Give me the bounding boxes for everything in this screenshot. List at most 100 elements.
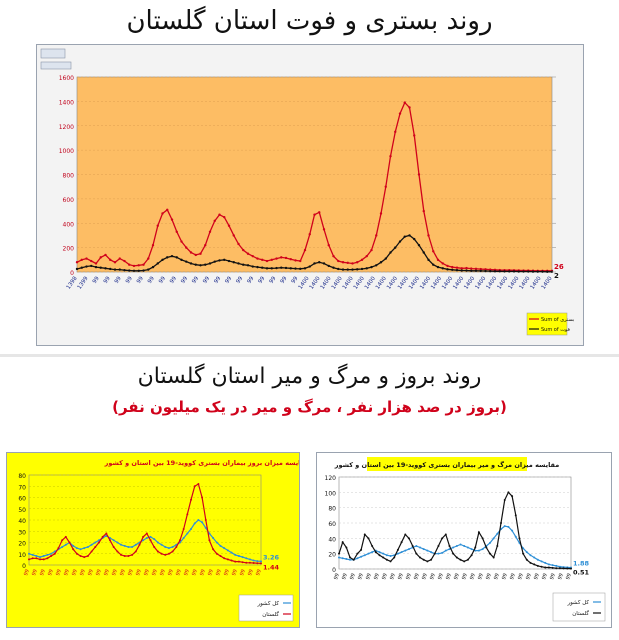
x-tick-label: 99 — [381, 573, 389, 581]
field-button — [40, 61, 72, 70]
data-point-1 — [349, 558, 352, 561]
data-point-2 — [533, 563, 536, 566]
data-point-1 — [466, 546, 469, 549]
data-point-2 — [441, 537, 444, 540]
data-point-1 — [448, 548, 451, 551]
y-tick-label: 40 — [328, 536, 336, 543]
x-tick-label: 99 — [223, 569, 231, 577]
data-point-2 — [356, 268, 359, 271]
data-point-2 — [498, 270, 501, 273]
data-point-1 — [85, 257, 88, 260]
data-point-2 — [90, 264, 93, 268]
data-point-2 — [193, 485, 196, 488]
data-point-2 — [105, 532, 108, 535]
data-point-2 — [178, 539, 181, 542]
x-tick-label: 99 — [215, 569, 223, 577]
x-tick-label: 99 — [437, 573, 445, 581]
end-value-label: 1.44 — [263, 563, 280, 571]
data-point-2 — [134, 550, 137, 553]
data-point-2 — [470, 554, 473, 557]
data-point-1 — [488, 541, 491, 544]
y-tick-label: 0 — [22, 563, 26, 570]
data-point-1 — [441, 551, 444, 554]
data-point-1 — [408, 106, 411, 109]
data-point-1 — [525, 551, 528, 554]
data-point-2 — [112, 546, 115, 548]
data-point-1 — [363, 554, 366, 557]
data-point-1 — [474, 549, 477, 552]
data-point-2 — [527, 270, 530, 273]
data-point-1 — [72, 544, 75, 547]
data-point-2 — [270, 267, 273, 270]
data-point-2 — [190, 498, 193, 501]
data-point-2 — [360, 267, 364, 271]
data-point-2 — [436, 265, 440, 269]
data-point-2 — [419, 556, 422, 559]
data-point-1 — [446, 264, 449, 268]
data-point-1 — [134, 543, 137, 546]
data-point-2 — [113, 268, 117, 271]
data-point-2 — [536, 564, 539, 567]
data-point-1 — [170, 218, 174, 221]
data-point-2 — [138, 543, 141, 546]
data-point-2 — [299, 267, 302, 271]
data-point-2 — [226, 558, 229, 561]
data-point-1 — [242, 248, 245, 252]
x-tick-label: 99 — [255, 569, 263, 577]
data-point-2 — [153, 546, 156, 548]
data-point-1 — [417, 173, 421, 176]
data-point-1 — [294, 259, 297, 262]
data-point-1 — [375, 234, 378, 237]
y-tick-label: 1200 — [59, 124, 74, 131]
data-point-1 — [156, 224, 159, 227]
data-point-2 — [332, 266, 335, 269]
x-tick-label: 99 — [159, 569, 167, 577]
data-point-1 — [109, 258, 112, 262]
data-point-2 — [109, 267, 112, 271]
data-point-1 — [180, 240, 183, 243]
data-point-2 — [170, 254, 174, 258]
y-tick-label: 70 — [18, 484, 26, 491]
data-point-1 — [35, 555, 38, 557]
x-tick-label: 99 — [125, 275, 134, 285]
data-point-2 — [116, 550, 119, 553]
data-point-2 — [360, 548, 363, 551]
data-point-2 — [97, 541, 100, 544]
data-point-2 — [514, 514, 517, 517]
x-tick-label: 99 — [541, 573, 549, 581]
data-point-2 — [201, 496, 204, 499]
x-tick-label: 99 — [357, 573, 365, 581]
data-point-2 — [493, 270, 497, 273]
data-point-2 — [275, 266, 278, 270]
data-point-2 — [149, 539, 152, 542]
x-tick-label: 99 — [95, 569, 103, 577]
data-point-2 — [284, 266, 288, 270]
mortality-chart-panel: مقایسه میزان مرگ و میر بیماران بستری کوو… — [316, 452, 612, 628]
data-point-2 — [147, 268, 150, 271]
x-tick-label: 99 — [207, 569, 215, 577]
x-tick-label: 99 — [280, 275, 289, 285]
data-point-2 — [80, 266, 83, 269]
data-point-1 — [280, 256, 283, 259]
end-value-label: 1.88 — [573, 560, 590, 568]
data-point-2 — [182, 528, 185, 530]
data-point-1 — [360, 258, 364, 262]
data-point-1 — [127, 546, 130, 548]
data-point-2 — [446, 268, 449, 271]
data-point-1 — [547, 563, 550, 566]
data-point-2 — [500, 522, 503, 524]
data-point-2 — [547, 566, 550, 569]
data-point-1 — [430, 551, 433, 554]
data-point-1 — [356, 261, 359, 264]
data-point-2 — [245, 561, 248, 564]
data-point-1 — [149, 535, 152, 538]
x-tick-label: 99 — [485, 573, 493, 581]
data-point-2 — [522, 552, 525, 555]
data-point-1 — [367, 552, 370, 555]
data-point-2 — [218, 259, 221, 262]
data-point-1 — [275, 257, 278, 260]
data-point-2 — [398, 240, 402, 243]
data-point-2 — [452, 552, 455, 555]
data-point-2 — [237, 262, 240, 265]
data-point-1 — [432, 250, 435, 253]
